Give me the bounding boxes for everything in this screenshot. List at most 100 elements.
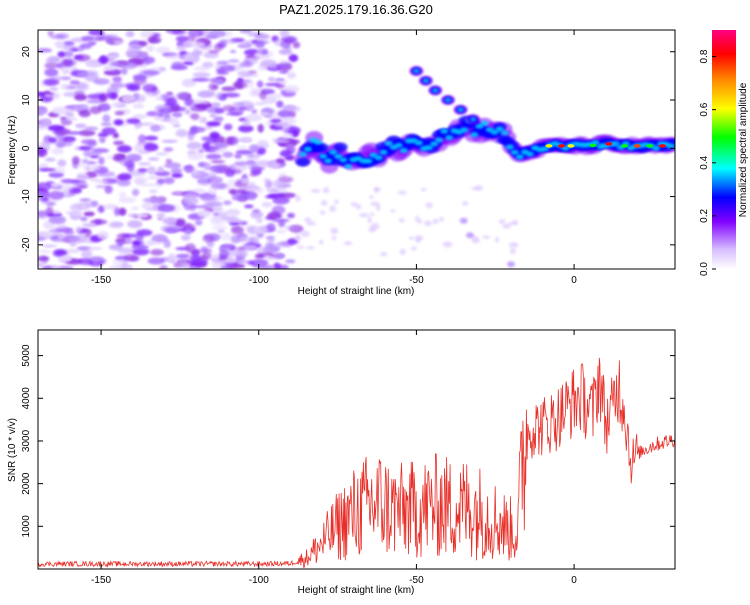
noise-blob bbox=[222, 151, 234, 158]
noise-blob bbox=[494, 236, 500, 243]
noise-blob bbox=[254, 253, 265, 259]
noise-blob bbox=[79, 198, 91, 202]
noise-blob bbox=[221, 86, 237, 92]
noise-blob bbox=[127, 85, 141, 92]
noise-blob bbox=[256, 80, 264, 88]
noise-blob bbox=[212, 216, 223, 223]
noise-blob bbox=[239, 30, 253, 34]
noise-blob bbox=[117, 174, 125, 181]
noise-blob bbox=[93, 78, 110, 85]
noise-blob bbox=[109, 265, 128, 269]
noise-blob bbox=[265, 235, 275, 240]
noise-blob bbox=[64, 41, 75, 46]
noise-blob bbox=[398, 218, 405, 223]
figure-title: PAZ1.2025.179.16.36.G20 bbox=[279, 2, 433, 17]
noise-blob bbox=[84, 165, 92, 172]
ridge-blob bbox=[399, 147, 408, 154]
ridge-blob bbox=[422, 78, 429, 83]
noise-blob bbox=[140, 30, 155, 39]
noise-blob bbox=[466, 232, 474, 239]
noise-blob bbox=[137, 168, 148, 173]
noise-blob bbox=[117, 61, 131, 65]
noise-blob bbox=[184, 228, 193, 235]
noise-blob bbox=[97, 205, 105, 213]
noise-blob bbox=[209, 131, 220, 140]
noise-blob bbox=[163, 177, 175, 185]
ridge-blob bbox=[480, 120, 489, 126]
noise-blob bbox=[508, 242, 519, 248]
colorbar-tick-label: 0.8 bbox=[699, 49, 710, 63]
noise-blob bbox=[254, 40, 265, 49]
colorbar: 0.0 0.2 0.4 0.6 0.8 Normalized spectral ampl… bbox=[699, 30, 749, 276]
spectrogram-frame bbox=[37, 29, 676, 270]
noise-blob bbox=[368, 195, 375, 199]
noise-blob bbox=[117, 247, 134, 254]
noise-blob bbox=[111, 101, 123, 108]
noise-blob bbox=[38, 250, 52, 253]
noise-blob bbox=[126, 118, 141, 124]
ridge-blob bbox=[374, 155, 383, 161]
noise-blob bbox=[114, 110, 125, 116]
noise-blob bbox=[285, 225, 298, 231]
noise-blob bbox=[47, 124, 65, 132]
noise-blob bbox=[191, 77, 210, 82]
noise-blob bbox=[424, 220, 432, 227]
noise-blob bbox=[282, 133, 294, 137]
snr-y-ticks: 1000 2000 3000 4000 5000 bbox=[21, 344, 675, 537]
noise-blob bbox=[125, 30, 135, 38]
noise-blob bbox=[219, 65, 236, 72]
noise-blob bbox=[205, 200, 215, 205]
noise-blob bbox=[239, 235, 255, 244]
noise-blob bbox=[163, 239, 171, 249]
noise-blob bbox=[43, 265, 52, 269]
ridge-blob bbox=[314, 142, 329, 152]
ridge-blob bbox=[364, 158, 373, 164]
colorbar-tick-label: 0.2 bbox=[699, 209, 710, 223]
noise-blob bbox=[82, 223, 98, 227]
noise-blob bbox=[292, 41, 301, 49]
noise-blob bbox=[74, 93, 88, 101]
noise-blob bbox=[141, 202, 153, 209]
ridge-blob bbox=[460, 127, 469, 133]
noise-blob bbox=[214, 196, 224, 200]
noise-blob bbox=[459, 217, 468, 224]
ridge-hotspot bbox=[558, 144, 565, 148]
spectrogram-y-axis-label: Frequency (Hz) bbox=[7, 116, 18, 185]
noise-blob bbox=[64, 50, 74, 57]
ridge-blob bbox=[295, 157, 310, 167]
noise-blob bbox=[200, 246, 208, 253]
noise-blob bbox=[252, 152, 259, 161]
noise-blob bbox=[39, 191, 51, 198]
noise-blob bbox=[124, 237, 133, 244]
noise-blob bbox=[48, 190, 65, 200]
noise-blob bbox=[180, 234, 191, 241]
noise-blob bbox=[220, 265, 236, 269]
noise-blob bbox=[295, 195, 301, 202]
noise-blob bbox=[278, 70, 289, 74]
noise-blob bbox=[277, 264, 289, 269]
noise-blob bbox=[175, 129, 188, 138]
noise-blob bbox=[89, 200, 99, 207]
noise-blob bbox=[184, 164, 195, 174]
noise-blob bbox=[320, 200, 328, 206]
noise-blob bbox=[69, 80, 81, 85]
noise-blob bbox=[275, 252, 285, 260]
spectrogram-x-ticks: -150 -100 -50 0 bbox=[91, 30, 577, 286]
noise-blob bbox=[432, 218, 439, 225]
spectrogram-x-axis-label: Height of straight line (km) bbox=[298, 286, 415, 297]
noise-blob bbox=[176, 45, 186, 51]
noise-blob bbox=[84, 126, 99, 131]
x-tick-label: -50 bbox=[409, 275, 424, 286]
noise-blob bbox=[38, 231, 55, 238]
noise-blob bbox=[213, 206, 224, 212]
noise-blob bbox=[214, 142, 224, 148]
noise-blob bbox=[41, 197, 50, 202]
noise-blob bbox=[380, 251, 387, 257]
noise-blob bbox=[38, 168, 56, 172]
noise-blob bbox=[286, 106, 301, 112]
noise-blob bbox=[135, 213, 149, 218]
noise-blob bbox=[62, 44, 77, 51]
noise-blob bbox=[264, 195, 279, 199]
noise-blob bbox=[76, 83, 87, 89]
